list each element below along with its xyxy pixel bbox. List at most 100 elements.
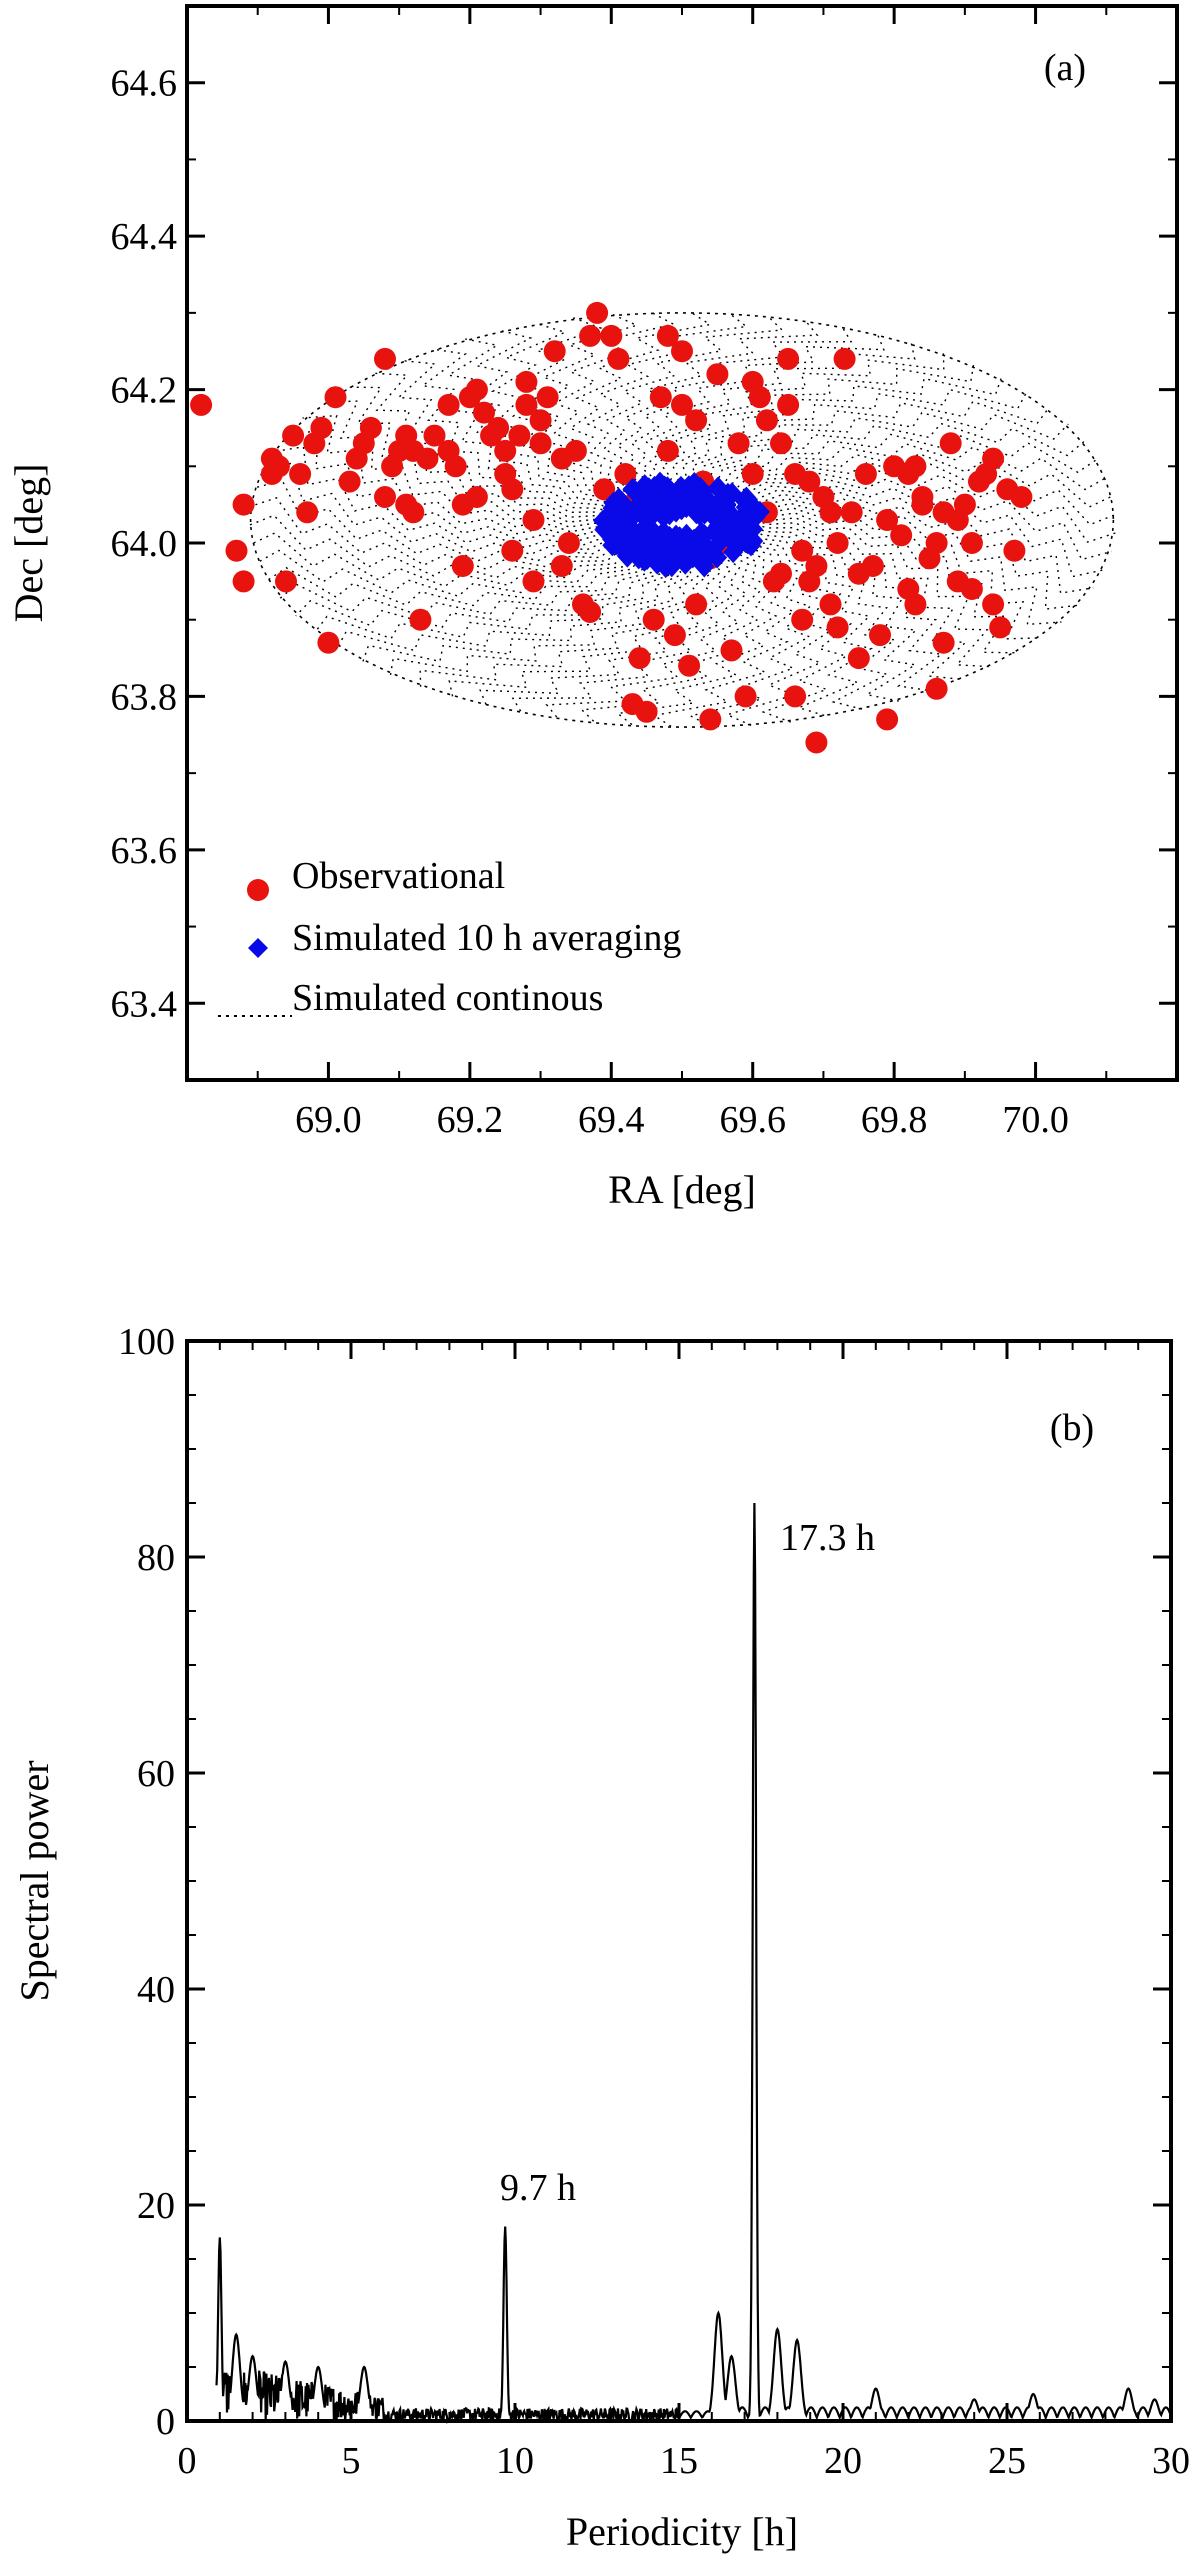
observational-point [416,447,439,470]
observational-point [869,624,891,647]
observational-point [642,608,665,631]
simulated-continous-arc [719,469,1117,543]
x-tick-label: 20 [824,2440,862,2482]
observational-point [473,401,495,424]
x-tick-label: 69.8 [861,1099,928,1141]
simulated-averaging-point [639,496,660,519]
panel-b-x-axis-title: Periodicity [h] [566,2509,798,2554]
simulated-continous-arc [742,516,968,681]
simulated-continous-arc [372,372,623,526]
observational-point [876,708,899,731]
observational-point [861,555,884,577]
panel-a-scatter: 69.0 69.2 69.4 69.6 69.8 70.0 63.4 63.6 63.8 64.0… [6,4,1179,1212]
x-tick-label: 69.6 [719,1099,786,1141]
observational-point [904,593,927,616]
observational-point [515,370,538,393]
observational-point [557,532,580,554]
simulated-averaging-point [714,524,734,546]
observational-point [282,424,305,447]
simulated-continous-arc [420,348,622,521]
simulated-continous-arc [740,511,1018,654]
panel-b-plot-area [215,1502,1173,2425]
annotation-9-7h: 9.7 h [500,2167,576,2209]
observational-point [614,463,637,485]
simulated-continous-arc [742,519,944,692]
observational-point [840,501,863,524]
observational-point [494,439,517,462]
observational-point [564,439,587,462]
observational-point [770,562,792,585]
legend-simulated-continous-label: Simulated continous [292,977,603,1019]
observational-point [770,432,792,455]
simulated-averaging-point [669,526,690,549]
panel-a-y-axis-title: Dec [deg] [6,464,51,623]
x-tick-label: 69.4 [578,1099,645,1141]
observational-point [508,424,531,447]
simulated-continous-arc [668,364,975,493]
observational-point [876,509,899,531]
simulated-averaging-point [647,477,668,500]
observational-point [324,386,347,409]
simulated-continous-arc [736,502,1062,626]
x-tick-label: 25 [988,2440,1026,2482]
panel-a-x-axis-title: RA [deg] [608,1167,756,1212]
observational-point [720,639,743,662]
observational-point [727,432,750,455]
simulated-continous-arc [256,545,659,597]
simulated-continous-arc [641,333,885,495]
observational-point [579,601,602,623]
observational-point [515,393,538,416]
simulated-averaging-point [691,521,712,544]
simulated-continous-arc [511,544,734,715]
observational-point [600,324,623,347]
simulated-averaging-point [741,534,761,557]
simulated-averaging-point [717,482,738,505]
simulated-continous-arc [661,353,945,493]
observational-point [374,347,396,370]
simulated-averaging-point [709,506,730,529]
observational-point [791,608,814,631]
simulated-continous-arc [396,359,622,524]
observational-point [656,439,679,462]
simulated-averaging-point [694,549,715,572]
observational-point [748,386,771,409]
observational-point [953,493,976,516]
observational-point [932,631,955,654]
simulated-continous-arc [580,540,762,726]
x-tick-label: 70.0 [1002,1099,1069,1141]
observational-point [925,677,948,700]
observational-point [960,578,983,600]
observational-point [826,616,849,639]
observational-point [777,393,800,416]
observational-point [522,570,545,593]
observational-point [678,654,701,677]
simulated-continous-arc [531,313,639,508]
legend-simulated-averaging-label: Simulated 10 h averaging [292,917,681,959]
observational-point [904,455,927,478]
y-tick-label: 63.4 [111,983,178,1025]
simulated-averaging-point [647,552,668,575]
x-tick-label: 10 [496,2440,534,2482]
simulated-continous-arc [730,491,1094,594]
observational-point [854,463,877,485]
observational-point [374,486,396,508]
simulated-continous-arc [389,547,696,676]
simulated-continous-arc [479,545,723,707]
x-tick-label: 30 [1152,2440,1190,2482]
simulated-continous-arc [448,546,713,698]
observational-point [437,393,460,416]
simulated-continous-arc [249,532,654,588]
observational-point [784,685,807,708]
observational-point [685,409,708,432]
simulated-continous-arc [302,414,628,538]
observational-point [805,731,828,754]
observational-point [982,593,1005,616]
observational-point [741,463,764,485]
simulated-averaging-point [606,533,627,556]
panel-b-ticks: 0 5 10 15 20 25 30 0 20 40 60 80 100 [118,1321,1190,2482]
observational-point [833,347,856,370]
panel-a-label: (a) [1044,47,1086,89]
observational-point [847,647,870,670]
x-tick-label: 0 [178,2440,197,2482]
